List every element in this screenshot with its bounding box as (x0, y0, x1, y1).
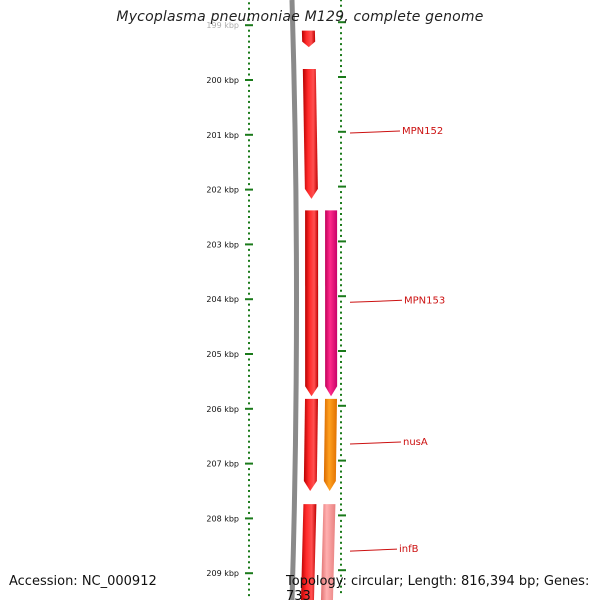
genome-backbone (289, 0, 299, 600)
gene-label-leader (349, 299, 403, 303)
gene-label-leader (349, 548, 398, 552)
gene-features (300, 30, 338, 600)
gene-arrow (302, 69, 318, 199)
gene-arrow (323, 398, 338, 491)
gene-label: MPN153 (404, 295, 445, 306)
gene-labels: MPN152 MPN153 nusA infB (349, 126, 445, 555)
tick-label: 200 kbp (206, 76, 239, 85)
tick-label: 205 kbp (206, 350, 239, 359)
gene-arrow (320, 504, 336, 600)
gene-arrow (325, 210, 338, 397)
gene-label-leader (349, 441, 402, 445)
tick-label: 209 kbp (206, 569, 239, 578)
scale-ticks-right (338, 0, 346, 594)
gene-arrow (301, 30, 316, 48)
accession-text: Accession: NC_000912 (9, 574, 157, 589)
gene-arrow (300, 504, 317, 600)
tick-label: 207 kbp (206, 460, 239, 469)
tick-label: 206 kbp (206, 405, 239, 414)
tick-label: 204 kbp (206, 295, 239, 304)
tick-label: 202 kbp (206, 186, 239, 195)
gene-arrow (305, 210, 319, 397)
map-title: Mycoplasma pneumoniae M129, complete gen… (116, 9, 484, 25)
scale-tick-labels: 200 kbp 201 kbp 202 kbp 203 kbp 204 kbp 205 k… (206, 21, 239, 578)
gene-label: MPN152 (402, 126, 443, 137)
tick-label-partial: 199 kbp (206, 21, 239, 30)
tick-label: 203 kbp (206, 240, 239, 249)
tick-label: 208 kbp (206, 514, 239, 523)
gene-arrow (303, 398, 319, 491)
gene-label: nusA (403, 437, 428, 448)
gene-label: infB (399, 544, 419, 555)
scale-ticks-left (245, 2, 253, 597)
tick-label: 201 kbp (206, 131, 239, 140)
gene-label-leader (349, 130, 401, 134)
